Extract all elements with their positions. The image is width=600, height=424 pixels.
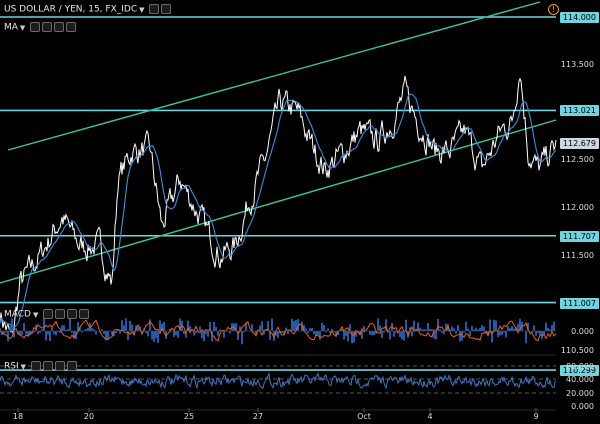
time-axis-label: Oct <box>357 412 371 421</box>
settings-icon[interactable] <box>42 361 53 371</box>
price-level-label: 114.000 <box>559 12 599 23</box>
chevron-down-icon[interactable]: ▼ <box>139 5 145 14</box>
ma-label[interactable]: MA <box>4 22 18 33</box>
price-level-label: 111.007 <box>559 297 599 309</box>
chevron-down-icon[interactable]: ▼ <box>32 310 39 319</box>
price-level-label: 111.707 <box>559 230 599 242</box>
moving-average-line <box>0 93 557 328</box>
ma-legend: MA ▼ <box>4 22 77 33</box>
price-level-label: 113.021 <box>559 105 599 117</box>
time-axis-label: 25 <box>183 412 195 421</box>
rsi-axis-label: 0.000 <box>571 402 594 411</box>
close-icon[interactable] <box>79 309 90 319</box>
symbol-title[interactable]: US DOLLAR / YEN, 15, FX_IDC <box>4 4 138 15</box>
macd-label[interactable]: MACD <box>4 309 31 320</box>
rsi-legend: RSI ▼ <box>4 361 77 372</box>
macd-legend: MACD ▼ <box>4 309 90 320</box>
time-axis-label: 4 <box>427 412 433 421</box>
eye-icon[interactable] <box>43 309 54 319</box>
rsi-axis-label: 80.000 <box>566 362 594 371</box>
price-series-line <box>0 75 557 335</box>
time-axis-label: 18 <box>12 412 24 421</box>
alert-icon[interactable]: ! <box>548 4 559 15</box>
add-icon[interactable] <box>54 361 65 371</box>
close-icon[interactable] <box>66 22 77 32</box>
settings-icon[interactable] <box>55 309 66 319</box>
settings-icon[interactable] <box>42 22 53 32</box>
macd-axis-label: 0.000 <box>571 327 594 336</box>
time-axis-label: 9 <box>533 412 539 421</box>
time-axis-label: 27 <box>252 412 264 421</box>
rsi-axis-label: 40.000 <box>566 375 594 384</box>
price-axis-label: 112.000 <box>560 202 594 212</box>
rsi-axis-label: 20.000 <box>566 389 594 398</box>
add-icon[interactable] <box>67 309 78 319</box>
price-axis-label: 113.500 <box>560 59 594 69</box>
eye-icon[interactable] <box>149 4 160 14</box>
price-axis-label: 110.500 <box>560 345 594 355</box>
price-level-label: 110.299 <box>559 365 599 377</box>
macd-signal-line <box>0 319 557 342</box>
price-axis-label: 112.500 <box>560 155 594 165</box>
eye-icon[interactable] <box>30 361 41 371</box>
chart-toolbar: US DOLLAR / YEN, 15, FX_IDC ▼ <box>4 4 172 15</box>
rsi-line <box>0 372 557 390</box>
channel-upper-line <box>7 1 541 151</box>
chevron-down-icon[interactable]: ▼ <box>20 362 27 371</box>
rsi-label[interactable]: RSI <box>4 361 19 372</box>
close-icon[interactable] <box>66 361 77 371</box>
time-axis-label: 20 <box>83 412 95 421</box>
price-level-label: 112.679 <box>559 138 599 150</box>
chevron-down-icon[interactable]: ▼ <box>19 23 26 32</box>
price-axis-label: 111.500 <box>560 250 594 260</box>
eye-icon[interactable] <box>30 22 41 32</box>
add-icon[interactable] <box>54 22 65 32</box>
channel-lower-line <box>0 119 557 284</box>
settings-icon[interactable] <box>161 4 172 14</box>
